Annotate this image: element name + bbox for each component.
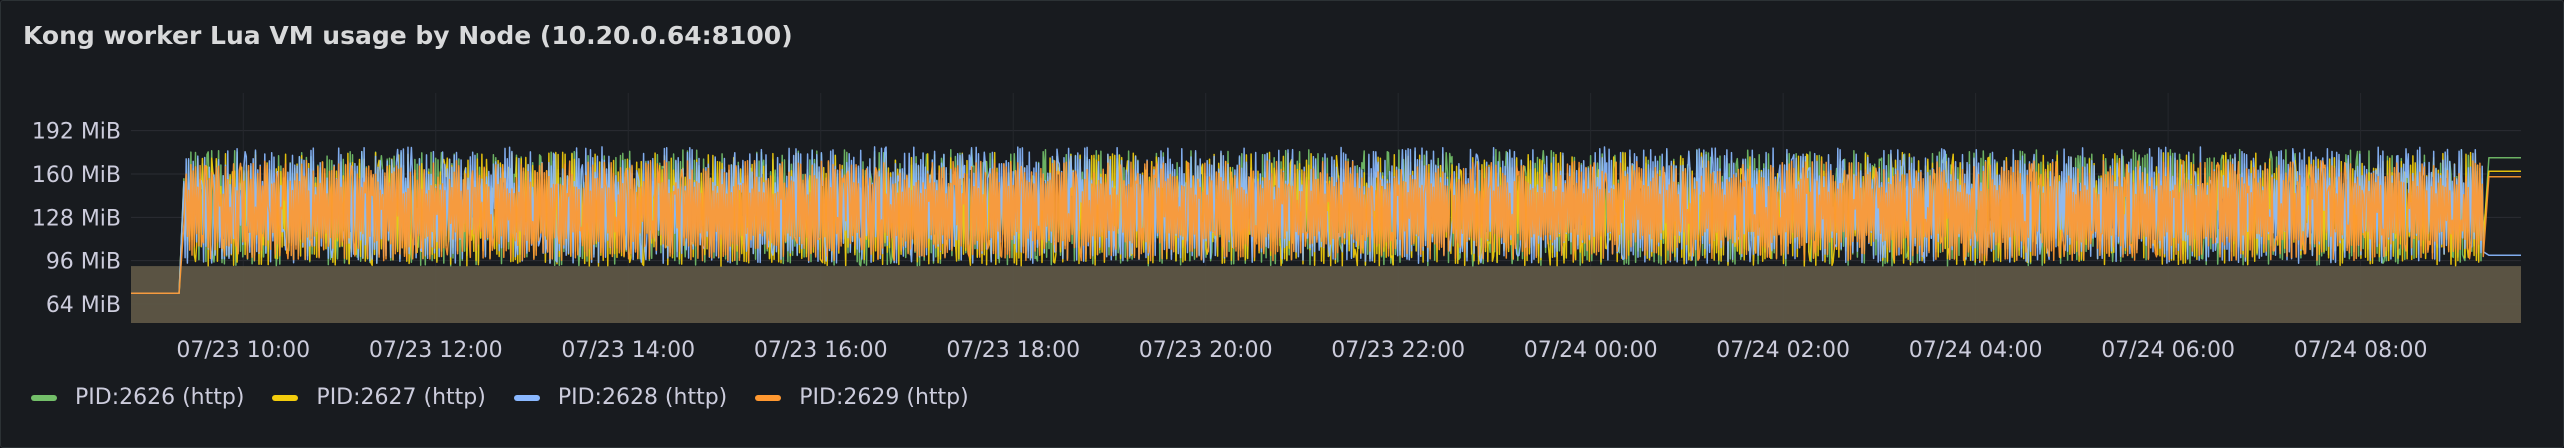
legend-swatch (755, 394, 782, 401)
y-tick-label: 160 MiB (32, 163, 121, 188)
legend-swatch (31, 394, 57, 401)
legend: PID:2626 (http) PID:2627 (http) PID:2628 (… (31, 385, 969, 410)
x-tick-label: 07/23 14:00 (561, 338, 695, 363)
legend-label: PID:2627 (http) (316, 385, 486, 410)
x-tick-label: 07/24 02:00 (1716, 338, 1850, 363)
legend-item[interactable]: PID:2627 (http) (272, 385, 486, 410)
x-tick-label: 07/24 08:00 (2294, 338, 2428, 363)
y-tick-label: 192 MiB (32, 120, 121, 145)
y-tick-label: 64 MiB (46, 293, 121, 318)
x-tick-label: 07/23 20:00 (1139, 338, 1273, 363)
y-tick-label: 96 MiB (46, 250, 121, 275)
series-line-4[interactable] (131, 159, 2521, 294)
legend-swatch (272, 394, 299, 401)
legend-swatch (513, 394, 540, 401)
legend-label: PID:2629 (http) (799, 385, 969, 410)
x-tick-label: 07/24 00:00 (1524, 338, 1658, 363)
x-tick-label: 07/23 18:00 (946, 338, 1080, 363)
x-tick-label: 07/23 16:00 (754, 338, 888, 363)
panel-title: Kong worker Lua VM usage by Node (10.20.… (23, 21, 793, 50)
legend-label: PID:2626 (http) (75, 385, 245, 410)
legend-label: PID:2628 (http) (557, 385, 728, 410)
legend-item[interactable]: PID:2629 (http) (755, 385, 969, 410)
x-tick-label: 07/23 10:00 (176, 338, 310, 363)
x-tick-label: 07/23 22:00 (1331, 338, 1465, 363)
x-tick-label: 07/23 12:00 (369, 338, 503, 363)
legend-item[interactable]: PID:2626 (http) (31, 385, 244, 410)
legend-item[interactable]: PID:2628 (http) (513, 385, 728, 410)
y-tick-label: 128 MiB (32, 206, 121, 231)
x-tick-label: 07/24 04:00 (1909, 338, 2043, 363)
x-tick-label: 07/24 06:00 (2101, 338, 2235, 363)
area-fill (131, 266, 2521, 323)
